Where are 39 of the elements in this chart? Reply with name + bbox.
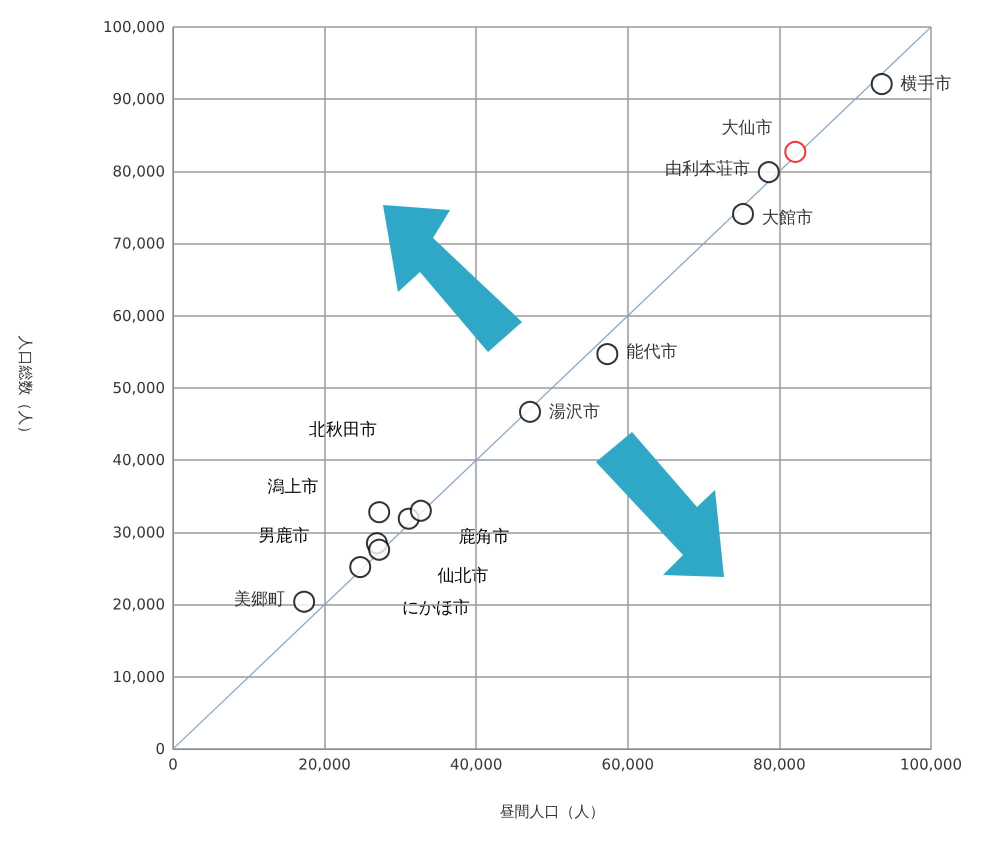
point <box>368 538 390 561</box>
y-tick-label: 70,000 <box>112 234 165 253</box>
x-tick-label: 60,000 <box>602 756 654 774</box>
annotation: 潟上市 <box>268 477 318 497</box>
point <box>732 203 754 225</box>
data-label: 美郷町 <box>234 590 286 610</box>
data-label: 能代市 <box>626 342 678 362</box>
point <box>368 501 390 524</box>
point <box>596 343 618 366</box>
x-tick-label: 40,000 <box>450 756 502 774</box>
y-tick-label: 40,000 <box>112 451 165 470</box>
x-tick-label: 20,000 <box>298 756 351 774</box>
annotation: 仙北市 <box>438 566 488 586</box>
y-tick-label: 60,000 <box>112 306 165 325</box>
x-tick-label: 0 <box>168 756 178 774</box>
data-label: 大館市 <box>762 208 814 228</box>
y-tick-label: 50,000 <box>112 379 165 397</box>
y-tick-label: 30,000 <box>112 523 165 542</box>
point <box>410 500 432 522</box>
point <box>293 590 316 613</box>
point <box>784 140 806 163</box>
y-tick-label: 20,000 <box>112 596 165 614</box>
x-tick-label: 80,000 <box>753 756 806 774</box>
x-tick-label: 100,000 <box>900 756 962 774</box>
y-tick-label: 0 <box>155 740 165 758</box>
point <box>758 161 780 184</box>
x-axis-title: 昼間人口（人） <box>500 802 604 820</box>
y-tick-label: 80,000 <box>112 162 165 180</box>
point <box>349 556 372 578</box>
point <box>519 400 542 423</box>
y-tick-label: 90,000 <box>112 90 165 108</box>
data-label: 大仙市 <box>721 118 772 138</box>
y-tick-label: 100,000 <box>102 18 165 36</box>
y-axis-title: 人口総数（人） <box>16 336 34 440</box>
data-label: 横手市 <box>900 74 952 94</box>
point <box>870 73 893 96</box>
data-label: 湯沢市 <box>549 402 600 422</box>
data-label: 由利本荘市 <box>664 159 750 180</box>
y-tick-label: 10,000 <box>112 668 165 686</box>
